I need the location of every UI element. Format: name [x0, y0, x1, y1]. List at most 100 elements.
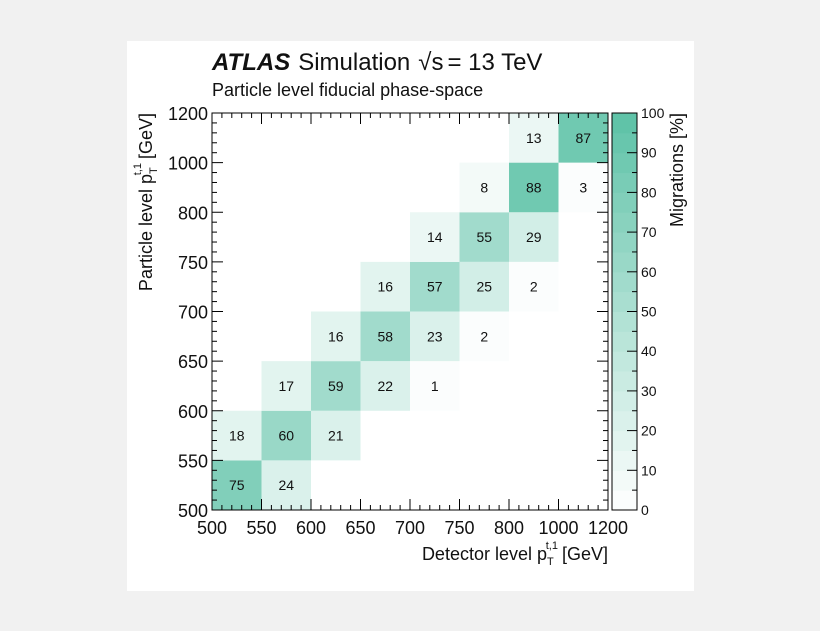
heatmap-cell [459, 162, 509, 213]
x-tick-label: 500 [197, 518, 227, 538]
y-tick-label: 600 [178, 402, 208, 422]
heatmap-cell [459, 311, 509, 362]
y-tick-label: 500 [178, 501, 208, 521]
y-tick-label: 750 [178, 253, 208, 273]
heatmap-cell [360, 311, 410, 362]
cell-value-label: 60 [278, 428, 294, 444]
cell-value-label: 88 [526, 179, 542, 195]
colorbar-step [612, 291, 637, 312]
colorbar-tick-label: 10 [641, 462, 657, 478]
heatmap-cell [509, 113, 559, 163]
colorbar-step [612, 430, 637, 451]
colorbar-step [612, 192, 637, 213]
colorbar-step [612, 232, 637, 253]
colorbar-step [612, 331, 637, 352]
cell-value-label: 8 [480, 179, 488, 195]
cell-value-label: 2 [480, 328, 488, 344]
energy-sqrt-label: √s [418, 49, 443, 76]
colorbar-tick-label: 70 [641, 224, 657, 240]
heatmap-cell [212, 460, 262, 510]
y-tick-label: 800 [178, 203, 208, 223]
cell-value-label: 57 [427, 279, 443, 295]
x-tick-label: 1000 [538, 518, 578, 538]
cell-value-label: 16 [328, 328, 344, 344]
colorbar-step [612, 311, 637, 332]
colorbar: 0 10 20 30 40 50 60 70 80 90 100 [611, 105, 665, 518]
colorbar-step [612, 132, 637, 154]
y-tick-label: 650 [178, 352, 208, 372]
x-tick-label: 600 [296, 518, 326, 538]
colorbar-tick-label: 30 [641, 383, 657, 399]
colorbar-step [612, 212, 637, 233]
x-tick-label: 650 [345, 518, 375, 538]
figure-card: ATLAS Simulation √s = 13 TeV Particle level… [127, 41, 694, 591]
colorbar-step [612, 251, 637, 273]
cell-value-label: 14 [427, 229, 443, 245]
heatmap-cell [410, 361, 460, 411]
migration-matrix-chart: ATLAS Simulation √s = 13 TeV Particle level… [132, 49, 687, 568]
energy-value-label: = 13 TeV [447, 49, 542, 76]
colorbar-tick-label: 50 [641, 304, 657, 320]
heatmap-cell [410, 261, 460, 312]
figure-header: ATLAS Simulation √s = 13 TeV [211, 49, 542, 76]
colorbar-step [612, 172, 637, 193]
heatmap-cell [509, 212, 559, 262]
cell-value-label: 23 [427, 328, 443, 344]
colorbar-tick-label: 0 [641, 502, 649, 518]
colorbar-step [612, 351, 637, 372]
heatmap-cell [311, 311, 361, 362]
cell-value-label: 87 [575, 130, 591, 146]
colorbar-step [612, 410, 637, 432]
colorbar-step [612, 371, 637, 392]
cell-value-label: 16 [377, 279, 393, 295]
colorbar-step [612, 152, 637, 174]
colorbar-step [612, 470, 637, 491]
heatmap-cell [261, 460, 311, 510]
heatmap-cell [212, 410, 262, 461]
colorbar-tick-label: 60 [641, 264, 657, 280]
x-tick-label: 550 [246, 518, 276, 538]
x-tick-label: 1200 [588, 518, 628, 538]
heatmap-cell [311, 361, 361, 411]
cell-value-label: 58 [377, 328, 393, 344]
heatmap-cell [360, 361, 410, 411]
y-axis-title: Particle level pTt,1[GeV] [132, 113, 160, 291]
heatmap-cell [261, 410, 311, 461]
cell-value-label: 1 [431, 378, 439, 394]
heatmap-cell [509, 261, 559, 312]
cell-value-label: 17 [278, 378, 294, 394]
heatmap-cell [410, 212, 460, 262]
heatmap-cell [311, 410, 361, 461]
cell-value-label: 3 [579, 179, 587, 195]
heatmap-cell [509, 162, 559, 213]
experiment-label: ATLAS [211, 49, 290, 76]
heatmap-cell [558, 113, 608, 163]
simulation-label: Simulation [298, 49, 410, 76]
colorbar-tick-label: 90 [641, 145, 657, 161]
x-tick-label: 700 [395, 518, 425, 538]
x-tick-label: 750 [444, 518, 474, 538]
figure-subtitle: Particle level fiducial phase-space [212, 80, 483, 100]
cell-value-label: 18 [229, 428, 245, 444]
colorbar-tick-label: 40 [641, 343, 657, 359]
y-tick-label: 1200 [168, 104, 208, 124]
heatmap-cell [459, 212, 509, 262]
y-tick-label: 550 [178, 451, 208, 471]
cell-value-label: 2 [530, 279, 538, 295]
cell-value-label: 21 [328, 428, 344, 444]
colorbar-step [612, 450, 637, 471]
colorbar-title: Migrations [%] [667, 113, 687, 227]
cell-value-label: 25 [476, 279, 492, 295]
cell-value-label: 29 [526, 229, 542, 245]
heatmap-cell [360, 261, 410, 312]
x-axis-title: Detector level pTt,1 [GeV] [422, 540, 608, 568]
heatmap-cell [261, 361, 311, 411]
cell-value-label: 13 [526, 130, 542, 146]
plot-axes: 500 550 600 650 700 750 800 1000 1200 500 550 600 65… [168, 104, 628, 538]
colorbar-step [612, 113, 637, 134]
cell-value-label: 22 [377, 378, 393, 394]
y-tick-label: 1000 [168, 154, 208, 174]
colorbar-step [612, 490, 637, 511]
colorbar-step [612, 271, 637, 293]
